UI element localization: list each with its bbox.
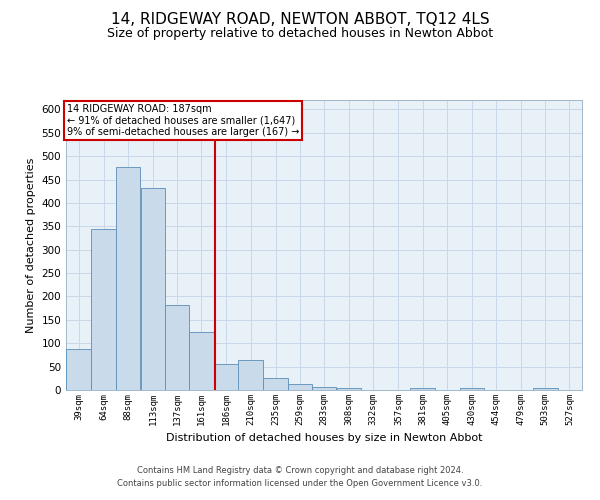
Bar [337, 388, 361, 390]
X-axis label: Distribution of detached houses by size in Newton Abbot: Distribution of detached houses by size … [166, 434, 482, 444]
Bar [66, 349, 91, 390]
Bar [287, 384, 312, 390]
Text: Contains HM Land Registry data © Crown copyright and database right 2024.
Contai: Contains HM Land Registry data © Crown c… [118, 466, 482, 487]
Bar [533, 388, 557, 390]
Bar [91, 228, 116, 390]
Bar [263, 378, 288, 390]
Bar [116, 168, 140, 390]
Bar [460, 388, 484, 390]
Bar [410, 388, 435, 390]
Y-axis label: Number of detached properties: Number of detached properties [26, 158, 36, 332]
Bar [214, 364, 239, 390]
Bar [165, 306, 190, 390]
Text: Size of property relative to detached houses in Newton Abbot: Size of property relative to detached ho… [107, 28, 493, 40]
Text: 14, RIDGEWAY ROAD, NEWTON ABBOT, TQ12 4LS: 14, RIDGEWAY ROAD, NEWTON ABBOT, TQ12 4L… [110, 12, 490, 28]
Bar [189, 332, 214, 390]
Bar [311, 386, 337, 390]
Bar [140, 188, 166, 390]
Text: 14 RIDGEWAY ROAD: 187sqm
← 91% of detached houses are smaller (1,647)
9% of semi: 14 RIDGEWAY ROAD: 187sqm ← 91% of detach… [67, 104, 299, 137]
Bar [238, 360, 263, 390]
